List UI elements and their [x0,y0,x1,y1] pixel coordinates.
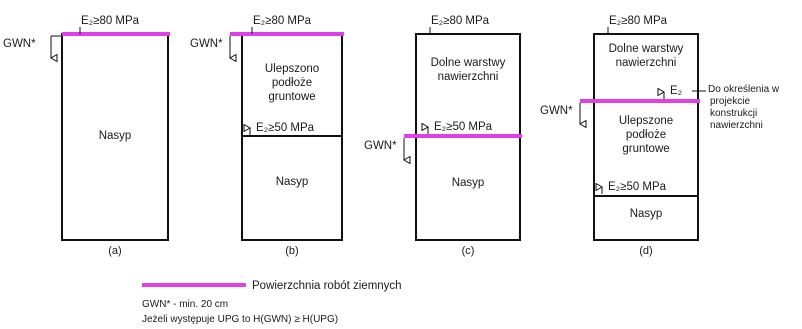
diagram-a-top-label: E₂≥80 MPa [81,15,140,27]
diagram-d-layer-line1: Dolne warstwy [609,43,684,55]
diagram-c-gwn-label: GWN* [364,140,397,152]
diagram-d-layer-nasyp: Nasyp [630,208,663,220]
diagram-d-side-note-line3: konstrukcji [710,108,757,119]
diagram-d-frame [593,33,699,241]
diagram-b-layer-nasyp: Nasyp [276,176,309,188]
diagram-d-caption: (d) [639,245,652,257]
legend: Powierzchnia robót ziemnych GWN* - min. … [142,280,402,325]
diagram-b-layer-line2: podłoże [272,77,312,89]
diagram-d-layer-line3: Ulepszone [619,115,673,127]
diagram-d-gwn-label: GWN* [540,105,573,117]
diagram-a-layer-nasyp: Nasyp [99,130,132,142]
diagram-a-caption: (a) [108,245,121,257]
legend-earthworks-label: Powierzchnia robót ziemnych [252,280,402,292]
diagram-c-layer-nasyp: Nasyp [452,177,485,189]
diagram-c-mid-label: E₂≥50 MPa [434,121,493,133]
diagram-c-layer-line1: Dolne warstwy [431,57,506,69]
diagram-b-mid-label: E₂≥50 MPa [256,122,315,134]
diagram-a: E₂≥80 MPa GWN* Nasyp (a) [3,15,170,257]
diagram-d-side-note-line4: nawierzchni [710,120,763,131]
diagram-c-caption: (c) [462,245,475,257]
diagram-c-layer-line2: nawierzchni [438,71,499,83]
diagram-d-top-label: E₂≥80 MPa [609,15,668,27]
diagram-b: E₂≥80 MPa GWN* Ulepszono podłoże gruntow… [190,15,344,257]
diagram-b-caption: (b) [285,245,298,257]
legend-note-upg: Jeżeli występuje UPG to H(GWN) ≥ H(UPG) [142,314,338,325]
diagram-d-lower-label: E₂≥50 MPa [608,181,667,193]
diagram-c-top-label: E₂≥80 MPa [431,15,490,27]
diagram-b-gwn-label: GWN* [190,38,223,50]
diagram-d-layer-line4: podłoże [626,129,666,141]
diagram-d-side-note-line2: projekcie [710,96,750,107]
diagram-c: E₂≥80 MPa Dolne warstwy nawierzchni E₂≥5… [364,15,522,257]
diagram-b-layer-line3: gruntowe [268,91,315,103]
diagram-a-gwn-label: GWN* [3,38,36,50]
diagram-d-layer-line5: gruntowe [622,143,669,155]
diagram-d-layer-line2: nawierzchni [616,57,677,69]
diagram-d-side-note-line1: Do określenia w [708,84,780,95]
diagram-b-top-label: E₂≥80 MPa [253,15,312,27]
legend-note-gwn: GWN* - min. 20 cm [142,299,228,310]
diagram-d: E₂≥80 MPa Dolne warstwy nawierzchni E₂ D… [540,15,780,257]
diagram-b-layer-line1: Ulepszono [265,63,319,75]
diagram-d-mid-label: E₂ [670,85,682,97]
